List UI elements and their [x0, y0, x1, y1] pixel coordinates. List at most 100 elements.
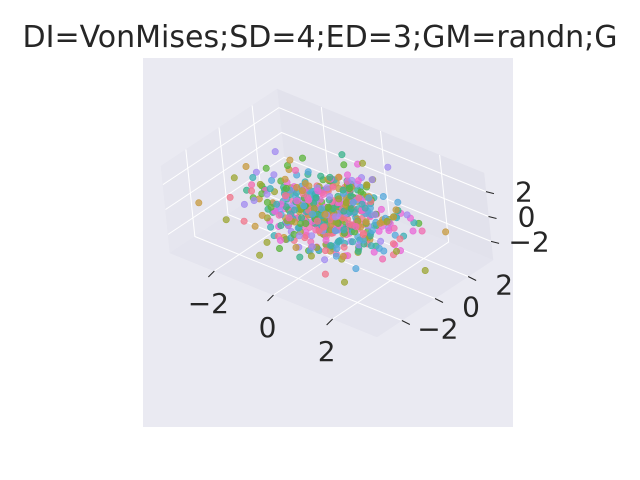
data-point	[349, 199, 357, 207]
data-point	[308, 243, 316, 251]
data-point	[267, 223, 275, 231]
data-point	[363, 181, 371, 189]
data-point	[293, 183, 301, 191]
data-point	[409, 227, 417, 235]
data-point	[275, 245, 283, 253]
data-point	[362, 218, 370, 226]
data-point	[342, 199, 350, 207]
data-point	[249, 174, 257, 182]
data-point	[321, 247, 329, 255]
data-point	[340, 243, 348, 251]
data-point	[348, 176, 356, 184]
data-point	[248, 187, 256, 195]
data-point	[335, 173, 343, 181]
grid-line-y	[218, 127, 436, 299]
data-point	[312, 194, 320, 202]
data-point	[339, 252, 347, 260]
data-point	[319, 190, 327, 198]
data-point	[267, 203, 275, 211]
data-point	[326, 173, 334, 181]
data-point	[368, 176, 376, 184]
data-point	[396, 235, 404, 243]
data-point	[256, 180, 264, 188]
data-point	[262, 164, 270, 172]
data-point	[370, 248, 378, 256]
y-tick-label: −2	[417, 313, 458, 346]
data-point	[300, 202, 308, 210]
grid-line-z	[167, 156, 492, 242]
data-point	[375, 227, 383, 235]
data-point	[304, 194, 312, 202]
data-point	[418, 227, 426, 235]
data-point	[256, 251, 264, 259]
data-point	[270, 171, 278, 179]
data-point	[410, 219, 418, 227]
data-point	[313, 217, 321, 225]
data-point	[359, 231, 367, 239]
data-point	[240, 217, 248, 225]
data-point	[331, 227, 339, 235]
data-point	[251, 222, 259, 230]
data-point	[281, 192, 289, 200]
data-point	[421, 266, 429, 274]
data-point	[277, 222, 285, 230]
data-point	[320, 223, 328, 231]
data-point	[345, 185, 353, 193]
data-point	[352, 265, 360, 273]
data-point	[335, 237, 343, 245]
data-point	[263, 198, 271, 206]
chart-title: DI=VonMises;SD=4;ED=3;GM=randn;G	[22, 20, 618, 55]
y-tick-label: 2	[495, 269, 513, 302]
data-point	[291, 206, 299, 214]
data-point	[323, 184, 331, 192]
data-point	[379, 193, 387, 201]
data-point	[314, 187, 322, 195]
data-point	[296, 220, 304, 228]
data-point	[389, 213, 397, 221]
data-point	[332, 252, 340, 260]
z-tick-label: 2	[515, 176, 533, 209]
data-point	[347, 205, 355, 213]
data-point	[349, 238, 357, 246]
data-point	[222, 216, 230, 224]
data-point	[248, 181, 256, 189]
data-point	[343, 171, 351, 179]
data-point	[380, 247, 388, 255]
z-tick-mark	[488, 216, 497, 219]
data-point	[275, 211, 283, 219]
data-point	[298, 154, 306, 162]
data-point	[307, 252, 315, 260]
data-point	[195, 199, 203, 207]
data-point	[286, 156, 294, 164]
data-point	[340, 161, 348, 169]
data-point	[377, 205, 385, 213]
data-point	[339, 186, 347, 194]
data-point	[392, 206, 400, 214]
data-point	[383, 217, 391, 225]
z-tick-mark	[490, 240, 500, 244]
z-tick-mark	[485, 191, 495, 195]
z-tick-label: 0	[518, 201, 536, 234]
data-point	[340, 278, 348, 286]
data-point	[293, 197, 301, 205]
data-point	[355, 194, 363, 202]
data-point	[263, 190, 271, 198]
data-point	[324, 203, 332, 211]
data-point	[317, 172, 325, 180]
data-point	[391, 231, 399, 239]
tick-labels: −202−202−202	[188, 176, 550, 368]
data-point	[377, 237, 385, 245]
data-point	[258, 211, 266, 219]
data-point	[321, 270, 329, 278]
data-point	[250, 197, 258, 205]
data-point	[252, 168, 260, 176]
data-point	[376, 219, 384, 227]
data-point	[263, 238, 271, 246]
data-point	[321, 256, 329, 264]
data-point	[318, 205, 326, 213]
x-tick-label: 2	[318, 335, 336, 368]
data-point	[326, 193, 334, 201]
data-point	[304, 168, 312, 176]
